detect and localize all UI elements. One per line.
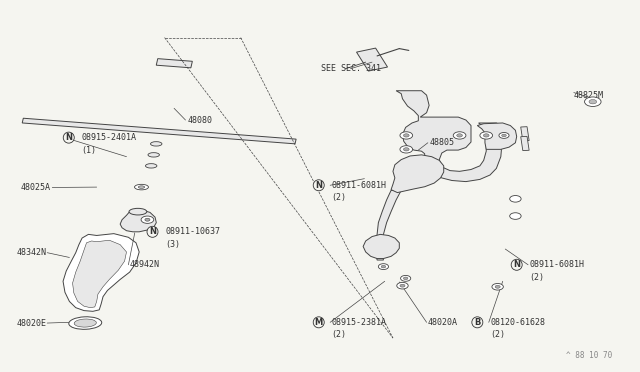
Circle shape: [457, 134, 463, 137]
Polygon shape: [156, 59, 193, 68]
Text: M: M: [315, 318, 323, 327]
Circle shape: [502, 134, 506, 137]
Polygon shape: [391, 155, 444, 193]
Text: N: N: [65, 133, 72, 142]
Ellipse shape: [138, 186, 145, 188]
Text: N: N: [316, 181, 322, 190]
Text: 48342N: 48342N: [17, 248, 47, 257]
Circle shape: [145, 218, 150, 221]
Text: 48825M: 48825M: [574, 91, 604, 100]
Text: (3): (3): [165, 240, 180, 249]
Text: SEE SEC. 341: SEE SEC. 341: [321, 64, 381, 73]
Polygon shape: [63, 234, 139, 311]
Text: 08915-2401A: 08915-2401A: [81, 133, 136, 142]
Polygon shape: [396, 91, 502, 182]
Text: B: B: [474, 318, 481, 327]
Text: 08120-61628: 08120-61628: [490, 318, 545, 327]
Polygon shape: [363, 234, 399, 259]
Polygon shape: [356, 48, 388, 71]
Circle shape: [403, 148, 409, 151]
Circle shape: [509, 213, 521, 219]
Text: N: N: [149, 227, 156, 236]
Circle shape: [509, 196, 521, 202]
Ellipse shape: [68, 317, 102, 329]
Polygon shape: [72, 240, 127, 308]
Text: 48020A: 48020A: [428, 318, 458, 327]
Circle shape: [400, 284, 405, 287]
Circle shape: [492, 283, 503, 290]
Text: 48942N: 48942N: [130, 260, 159, 269]
Ellipse shape: [129, 208, 147, 215]
Polygon shape: [120, 210, 156, 232]
Text: 48020E: 48020E: [17, 318, 47, 328]
Ellipse shape: [150, 142, 162, 146]
Text: 48025A: 48025A: [20, 183, 51, 192]
Circle shape: [499, 132, 509, 138]
Polygon shape: [376, 190, 401, 260]
Circle shape: [381, 265, 386, 268]
Text: 48805: 48805: [429, 138, 454, 147]
Circle shape: [453, 132, 466, 139]
Circle shape: [401, 275, 411, 281]
Ellipse shape: [74, 319, 97, 327]
Text: ^ 88 10 70: ^ 88 10 70: [566, 351, 612, 360]
Ellipse shape: [134, 185, 148, 190]
Polygon shape: [477, 123, 516, 149]
Polygon shape: [22, 118, 296, 144]
Text: (2): (2): [332, 193, 346, 202]
Text: (2): (2): [529, 273, 545, 282]
Text: 08915-2381A: 08915-2381A: [332, 318, 387, 327]
Text: 08911-6081H: 08911-6081H: [529, 260, 584, 269]
Circle shape: [378, 264, 388, 270]
Circle shape: [480, 132, 493, 139]
Polygon shape: [521, 127, 529, 141]
Text: (2): (2): [332, 330, 346, 339]
Circle shape: [584, 97, 601, 106]
Text: N: N: [513, 260, 520, 269]
Text: (2): (2): [490, 330, 505, 339]
Ellipse shape: [145, 164, 157, 168]
Text: (1): (1): [81, 145, 97, 155]
Circle shape: [400, 146, 413, 153]
Circle shape: [589, 100, 596, 104]
Circle shape: [483, 134, 489, 137]
Text: 08911-6081H: 08911-6081H: [332, 181, 387, 190]
Circle shape: [397, 282, 408, 289]
Text: 48080: 48080: [188, 116, 213, 125]
Circle shape: [400, 132, 413, 139]
Circle shape: [495, 285, 500, 288]
Ellipse shape: [148, 153, 159, 157]
Circle shape: [141, 216, 154, 223]
Circle shape: [403, 277, 408, 280]
Text: 08911-10637: 08911-10637: [165, 227, 220, 236]
Polygon shape: [521, 137, 529, 151]
Circle shape: [403, 134, 409, 137]
